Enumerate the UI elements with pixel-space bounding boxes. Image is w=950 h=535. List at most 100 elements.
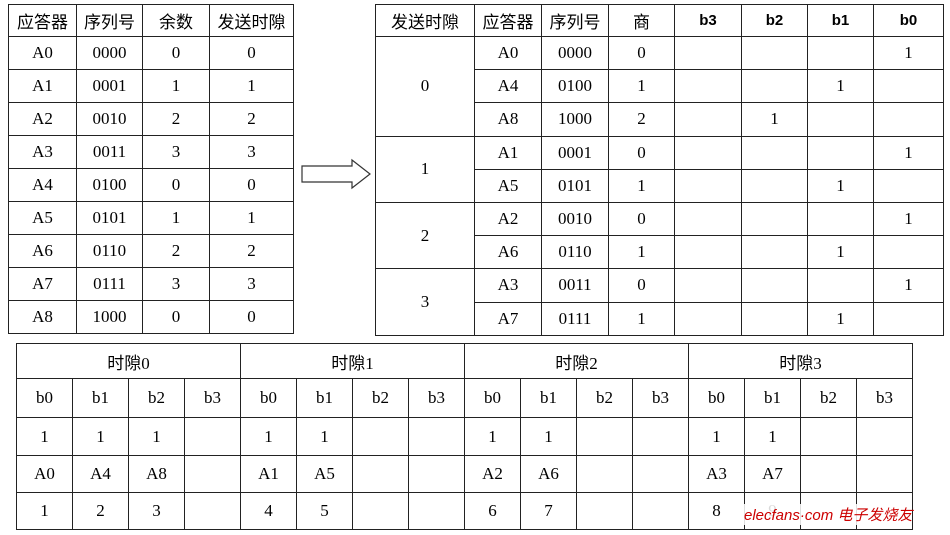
cell: b0 bbox=[240, 378, 297, 418]
cell: 0100 bbox=[76, 168, 143, 202]
cell: A6 bbox=[474, 235, 542, 270]
cell: A1 bbox=[240, 455, 297, 493]
row: A0 A4 A8 A1 A5 A2 A6 A3 A7 bbox=[16, 455, 913, 493]
cell: 0 bbox=[209, 300, 294, 334]
cell: 1 bbox=[16, 492, 73, 530]
cell: 商 bbox=[608, 4, 675, 37]
cell: 3 bbox=[142, 135, 210, 169]
cell: 2 bbox=[608, 102, 675, 137]
cell: 0011 bbox=[76, 135, 143, 169]
cell: 1 bbox=[608, 168, 675, 203]
cell: 1 bbox=[296, 417, 353, 456]
cell: A2 bbox=[464, 455, 521, 493]
cell: b2 bbox=[741, 4, 808, 37]
row: 123456789 bbox=[16, 492, 913, 530]
cell bbox=[674, 201, 742, 237]
cell: A2 bbox=[8, 102, 77, 136]
cell bbox=[576, 417, 633, 456]
cell: 3 bbox=[375, 268, 475, 336]
watermark: elecfans·com 电子发烧友 bbox=[744, 504, 913, 525]
cell: 1 bbox=[741, 102, 808, 137]
cell: 6 bbox=[464, 492, 521, 530]
cell: 0010 bbox=[541, 201, 609, 237]
cell bbox=[856, 417, 913, 456]
bit-table: 时隙0 时隙1 时隙2 时隙3 b0 b1 b2 b3 b0 b1 b2 b3 b0 b1 b2 b3 b0 b1… bbox=[16, 343, 913, 530]
cell: 1 bbox=[240, 417, 297, 456]
cell: 1 bbox=[807, 69, 874, 104]
cell: b2 bbox=[576, 378, 633, 418]
cell: 2 bbox=[142, 102, 210, 136]
cell: A3 bbox=[688, 455, 745, 493]
row: A7 0111 1 1 bbox=[376, 301, 944, 336]
cell: A0 bbox=[16, 455, 73, 493]
cell: b3 bbox=[856, 378, 913, 418]
cell: 时隙3 bbox=[688, 343, 913, 379]
cell: A5 bbox=[296, 455, 353, 493]
row: A5 0101 1 1 bbox=[8, 201, 294, 235]
cell: A0 bbox=[474, 35, 542, 71]
cell bbox=[873, 69, 944, 104]
cell: 0110 bbox=[76, 234, 143, 268]
cell bbox=[807, 102, 874, 137]
cell: 1 bbox=[807, 301, 874, 336]
cell: b3 bbox=[632, 378, 689, 418]
cell bbox=[800, 417, 857, 456]
cell: A8 bbox=[474, 102, 542, 137]
row: A6 0110 2 2 bbox=[8, 234, 294, 268]
cell bbox=[674, 102, 742, 137]
cell: 0110 bbox=[541, 235, 609, 270]
row: A2 0010 2 2 bbox=[8, 102, 294, 136]
cell bbox=[408, 492, 465, 530]
cell: 时隙0 bbox=[16, 343, 241, 379]
cell: 1 bbox=[807, 168, 874, 203]
cell: 时隙2 bbox=[464, 343, 689, 379]
row: 3 A3 0011 0 1 bbox=[375, 268, 944, 336]
cell: 1 bbox=[688, 417, 745, 456]
cell: 1 bbox=[744, 417, 801, 456]
cell: 1 bbox=[128, 417, 185, 456]
row: A7 0111 3 3 bbox=[8, 267, 294, 301]
cell: 1 bbox=[209, 69, 294, 103]
cell bbox=[632, 455, 689, 493]
cell: 5 bbox=[296, 492, 353, 530]
cell: 0001 bbox=[76, 69, 143, 103]
cell bbox=[352, 417, 409, 456]
cell: 2 bbox=[375, 201, 475, 270]
cell: A6 bbox=[520, 455, 577, 493]
cell: 1 bbox=[72, 417, 129, 456]
cell bbox=[741, 201, 808, 237]
cell bbox=[856, 455, 913, 493]
cell: 时隙1 bbox=[240, 343, 465, 379]
cell: 0101 bbox=[76, 201, 143, 235]
cell: 0 bbox=[608, 35, 675, 71]
row: b0 b1 b2 b3 b0 b1 b2 b3 b0 b1 b2 b3 b0 b1 b2 b3 bbox=[16, 378, 913, 418]
cell bbox=[873, 235, 944, 270]
cell: A6 bbox=[8, 234, 77, 268]
cell: A4 bbox=[474, 69, 542, 104]
cell: A3 bbox=[474, 268, 542, 303]
cell: b0 bbox=[464, 378, 521, 418]
cell: b1 bbox=[744, 378, 801, 418]
cell: b2 bbox=[352, 378, 409, 418]
cell: 2 bbox=[142, 234, 210, 268]
cell bbox=[674, 268, 742, 303]
cell: 应答器 bbox=[474, 4, 542, 37]
cell bbox=[632, 492, 689, 530]
cell: 序列号 bbox=[541, 4, 609, 37]
cell: 2 bbox=[72, 492, 129, 530]
cell: 发送时隙 bbox=[209, 4, 294, 37]
cell bbox=[184, 455, 241, 493]
cell: A4 bbox=[72, 455, 129, 493]
cell: A2 bbox=[474, 201, 542, 237]
cell: 0000 bbox=[76, 36, 143, 70]
cell bbox=[873, 301, 944, 336]
row: 2 A2 0010 0 1 bbox=[375, 201, 944, 270]
cell bbox=[576, 455, 633, 493]
row: A6 0110 1 1 bbox=[376, 235, 944, 270]
cell: b3 bbox=[674, 4, 742, 37]
cell: 应答器 bbox=[8, 4, 77, 37]
cell: b3 bbox=[408, 378, 465, 418]
cell: 1 bbox=[520, 417, 577, 456]
cell: 1 bbox=[375, 135, 475, 203]
